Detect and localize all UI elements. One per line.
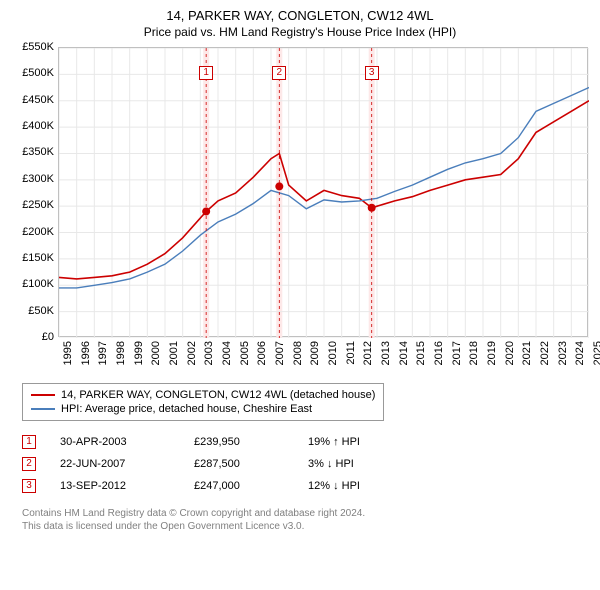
footer-line-2: This data is licensed under the Open Gov… (22, 520, 590, 533)
x-tick-label: 1996 (80, 341, 92, 365)
x-tick-label: 2005 (239, 341, 251, 365)
x-tick-label: 2012 (362, 341, 374, 365)
legend-item: HPI: Average price, detached house, Ches… (31, 402, 375, 416)
x-tick-label: 2008 (292, 341, 304, 365)
x-tick-label: 2023 (557, 341, 569, 365)
sale-row-marker: 3 (22, 479, 36, 493)
y-tick-label: £400K (22, 120, 54, 132)
footer-line-1: Contains HM Land Registry data © Crown c… (22, 507, 590, 520)
chart-container: 14, PARKER WAY, CONGLETON, CW12 4WL Pric… (0, 0, 600, 543)
y-tick-label: £150K (22, 252, 54, 264)
sale-row: 3 13-SEP-2012 £247,000 12% ↓ HPI (22, 475, 590, 497)
y-axis-labels: £0£50K£100K£150K£200K£250K£300K£350K£400… (10, 47, 56, 337)
legend-label: 14, PARKER WAY, CONGLETON, CW12 4WL (det… (61, 389, 375, 401)
x-tick-label: 1998 (115, 341, 127, 365)
legend-label: HPI: Average price, detached house, Ches… (61, 403, 312, 415)
x-tick-label: 1997 (97, 341, 109, 365)
x-tick-label: 2014 (398, 341, 410, 365)
x-tick-label: 2022 (539, 341, 551, 365)
legend-item: 14, PARKER WAY, CONGLETON, CW12 4WL (det… (31, 388, 375, 402)
x-tick-label: 2004 (221, 341, 233, 365)
x-tick-label: 2010 (327, 341, 339, 365)
plot-area: 1 2 3 (58, 47, 588, 337)
legend-swatch (31, 394, 55, 396)
sale-row-marker: 1 (22, 435, 36, 449)
sale-date: 13-SEP-2012 (60, 480, 170, 492)
x-tick-label: 2018 (468, 341, 480, 365)
y-tick-label: £500K (22, 67, 54, 79)
sale-marker-1: 1 (199, 66, 213, 80)
chart-title: 14, PARKER WAY, CONGLETON, CW12 4WL (10, 8, 590, 23)
legend: 14, PARKER WAY, CONGLETON, CW12 4WL (det… (22, 383, 384, 421)
sale-price: £239,950 (194, 436, 284, 448)
x-tick-label: 2009 (309, 341, 321, 365)
y-tick-label: £250K (22, 199, 54, 211)
sale-price: £247,000 (194, 480, 284, 492)
x-tick-label: 2019 (486, 341, 498, 365)
sale-date: 22-JUN-2007 (60, 458, 170, 470)
x-tick-label: 1995 (62, 341, 74, 365)
x-tick-label: 2011 (345, 341, 357, 365)
x-tick-label: 2003 (203, 341, 215, 365)
y-tick-label: £300K (22, 173, 54, 185)
sale-date: 30-APR-2003 (60, 436, 170, 448)
chart-svg (59, 48, 589, 338)
legend-swatch (31, 408, 55, 410)
y-tick-label: £50K (28, 305, 54, 317)
x-tick-label: 2017 (451, 341, 463, 365)
x-tick-label: 2015 (415, 341, 427, 365)
x-tick-label: 2002 (186, 341, 198, 365)
y-tick-label: £550K (22, 41, 54, 53)
sale-diff: 3% ↓ HPI (308, 458, 418, 470)
sale-marker-3: 3 (365, 66, 379, 80)
x-tick-label: 2006 (256, 341, 268, 365)
y-tick-label: £200K (22, 226, 54, 238)
x-axis-labels: 1995 1996 1997 1998 1999 2000 2001 2002 2003 2004… (58, 339, 588, 377)
chart-area: £0 £50K £100K £150K £200K £250K £300K £350K £400… (10, 47, 590, 377)
sale-row-marker: 2 (22, 457, 36, 471)
x-tick-label: 2013 (380, 341, 392, 365)
y-tick-label: £350K (22, 146, 54, 158)
x-tick-label: 2007 (274, 341, 286, 365)
x-tick-label: 2001 (168, 341, 180, 365)
y-tick-label: £450K (22, 94, 54, 106)
x-tick-label: 2016 (433, 341, 445, 365)
sales-table: 1 30-APR-2003 £239,950 19% ↑ HPI 2 22-JUN-200… (22, 431, 590, 497)
sale-diff: 19% ↑ HPI (308, 436, 418, 448)
x-tick-label: 1999 (133, 341, 145, 365)
x-tick-label: 2025 (592, 341, 600, 365)
x-tick-label: 2020 (504, 341, 516, 365)
footer-attribution: Contains HM Land Registry data © Crown c… (22, 507, 590, 533)
sale-diff: 12% ↓ HPI (308, 480, 418, 492)
x-tick-label: 2000 (150, 341, 162, 365)
sale-marker-2: 2 (272, 66, 286, 80)
y-tick-label: £100K (22, 278, 54, 290)
sale-row: 1 30-APR-2003 £239,950 19% ↑ HPI (22, 431, 590, 453)
chart-subtitle: Price paid vs. HM Land Registry's House … (10, 25, 590, 39)
x-tick-label: 2024 (574, 341, 586, 365)
sale-price: £287,500 (194, 458, 284, 470)
x-tick-label: 2021 (521, 341, 533, 365)
sale-row: 2 22-JUN-2007 £287,500 3% ↓ HPI (22, 453, 590, 475)
y-tick-label: £0 (42, 331, 54, 343)
